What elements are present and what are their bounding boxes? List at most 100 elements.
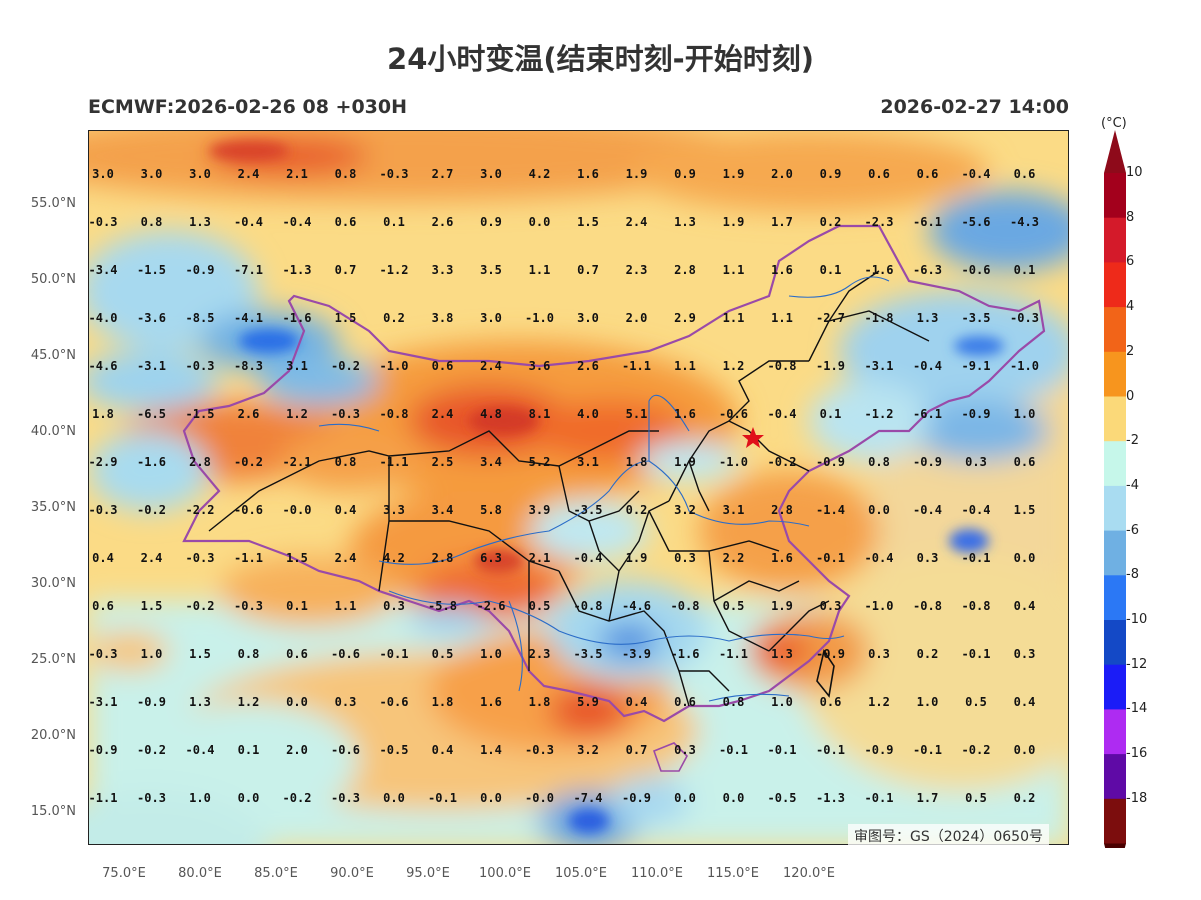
grid-value: 5.9 <box>577 695 599 709</box>
grid-value: 0.4 <box>626 695 648 709</box>
colorbar-segment <box>1104 173 1126 219</box>
grid-value: 1.8 <box>529 695 551 709</box>
colorbar-tick-label: -6 <box>1126 522 1139 538</box>
grid-value: -0.8 <box>768 359 797 373</box>
grid-value: 0.4 <box>1014 599 1036 613</box>
grid-value: -0.9 <box>186 263 215 277</box>
grid-value: 1.1 <box>771 311 793 325</box>
grid-value: 0.6 <box>820 695 842 709</box>
grid-value: -1.1 <box>380 455 409 469</box>
longitude-label: 115.0°E <box>707 866 759 881</box>
latitude-label: 25.0°N <box>30 652 76 667</box>
grid-value: -1.6 <box>137 455 166 469</box>
colorbar-tick-label: 6 <box>1126 254 1135 270</box>
grid-value: -0.2 <box>283 791 312 805</box>
grid-value: -7.4 <box>574 791 603 805</box>
grid-value: -0.3 <box>186 359 215 373</box>
grid-value: -0.9 <box>816 647 845 661</box>
grid-value: 1.3 <box>189 215 211 229</box>
grid-value: 0.2 <box>626 503 648 517</box>
grid-value: -3.1 <box>137 359 166 373</box>
grid-value: 1.3 <box>189 695 211 709</box>
grid-value: 2.6 <box>238 407 260 421</box>
grid-value: 3.1 <box>577 455 599 469</box>
grid-value: 0.4 <box>92 551 114 565</box>
grid-value: 0.6 <box>432 359 454 373</box>
grid-value: -0.6 <box>331 647 360 661</box>
grid-value: -0.6 <box>719 407 748 421</box>
grid-value: -1.6 <box>865 263 894 277</box>
grid-value: -1.5 <box>186 407 215 421</box>
grid-value: -2.1 <box>283 455 312 469</box>
temperature-change-map: 3.0 3.0 3.0 2.4 2.1 0.8 -0.3 2.7 3.0 4.2 1.6 1.9 0.9… <box>89 131 1068 844</box>
grid-value: 3.4 <box>480 455 502 469</box>
grid-value: -4.6 <box>89 359 117 373</box>
grid-value: 0.2 <box>383 311 405 325</box>
grid-value: 0.2 <box>917 647 939 661</box>
grid-value: 1.8 <box>92 407 114 421</box>
grid-value: -0.4 <box>574 551 603 565</box>
colorbar-tick-label: -2 <box>1126 433 1139 449</box>
grid-value: 5.1 <box>626 407 648 421</box>
grid-value: 3.1 <box>286 359 308 373</box>
grid-value: 0.1 <box>238 743 260 757</box>
longitude-label: 85.0°E <box>254 866 298 881</box>
colorbar-segment <box>1104 307 1126 353</box>
grid-value: -2.2 <box>186 503 215 517</box>
grid-value: 4.8 <box>480 407 502 421</box>
colorbar-segment <box>1104 217 1126 263</box>
grid-value: -1.8 <box>865 311 894 325</box>
grid-value: -1.6 <box>671 647 700 661</box>
colorbar-segment <box>1104 396 1126 442</box>
grid-value: -0.3 <box>89 215 117 229</box>
grid-value: -0.6 <box>962 263 991 277</box>
grid-value: 2.0 <box>771 167 793 181</box>
latitude-label: 50.0°N <box>30 272 76 287</box>
grid-value: -0.2 <box>137 503 166 517</box>
grid-value: 3.0 <box>480 167 502 181</box>
grid-value: 2.5 <box>432 455 454 469</box>
grid-value: 0.4 <box>1014 695 1036 709</box>
grid-value: 1.9 <box>626 551 648 565</box>
grid-value: -1.2 <box>380 263 409 277</box>
grid-value: 1.0 <box>917 695 939 709</box>
provincial-borders <box>208 270 930 707</box>
rivers <box>318 276 890 702</box>
grid-value: 3.9 <box>529 503 551 517</box>
grid-value: 1.7 <box>771 215 793 229</box>
grid-value: 1.2 <box>868 695 890 709</box>
grid-value: 0.3 <box>674 551 696 565</box>
grid-value: -0.3 <box>137 791 166 805</box>
grid-value: 1.2 <box>723 359 745 373</box>
grid-value: -0.4 <box>283 215 312 229</box>
grid-value: -0.8 <box>671 599 700 613</box>
grid-value: 0.6 <box>335 215 357 229</box>
grid-value: -0.5 <box>380 743 409 757</box>
grid-value: 0.9 <box>674 167 696 181</box>
grid-value: 0.5 <box>432 647 454 661</box>
grid-value: -0.1 <box>865 791 894 805</box>
grid-value: 1.6 <box>674 407 696 421</box>
grid-value: 0.5 <box>529 599 551 613</box>
grid-value: -0.4 <box>913 359 942 373</box>
grid-value: 0.0 <box>238 791 260 805</box>
grid-value: 2.2 <box>723 551 745 565</box>
grid-value: -1.0 <box>1010 359 1039 373</box>
beijing-star-marker <box>742 427 764 448</box>
grid-value: 1.0 <box>1014 407 1036 421</box>
grid-value: 0.9 <box>480 215 502 229</box>
grid-value: 0.5 <box>965 791 987 805</box>
grid-value: 1.9 <box>723 215 745 229</box>
grid-value: 0.0 <box>383 791 405 805</box>
grid-value: 3.1 <box>723 503 745 517</box>
grid-value: -1.2 <box>865 407 894 421</box>
colorbar-tick-label: -18 <box>1126 790 1148 806</box>
grid-value: 1.4 <box>480 743 502 757</box>
grid-value: 0.8 <box>238 647 260 661</box>
grid-value: 0.0 <box>1014 551 1036 565</box>
grid-value: 0.6 <box>868 167 890 181</box>
grid-value: 2.4 <box>335 551 357 565</box>
grid-value: -6.1 <box>913 407 942 421</box>
grid-value: 2.4 <box>141 551 163 565</box>
latitude-label: 15.0°N <box>30 804 76 819</box>
